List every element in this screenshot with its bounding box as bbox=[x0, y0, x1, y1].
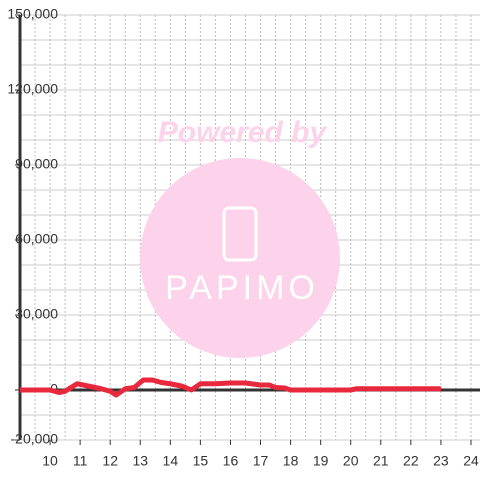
y-tick-label: 120,000 bbox=[7, 81, 58, 97]
x-tick-label: 22 bbox=[403, 453, 419, 469]
y-tick-label: 150,000 bbox=[7, 6, 58, 22]
x-tick-label: 13 bbox=[132, 453, 148, 469]
watermark-text: Powered by bbox=[158, 116, 328, 149]
data-line bbox=[20, 377, 441, 398]
x-tick-label: 19 bbox=[313, 453, 329, 469]
y-tick-label: -20,000 bbox=[11, 431, 59, 447]
x-tick-label: 23 bbox=[433, 453, 449, 469]
x-tick-label: 11 bbox=[73, 453, 88, 469]
y-tick-label: 60,000 bbox=[15, 231, 58, 247]
x-tick-label: 15 bbox=[193, 453, 209, 469]
y-tick-label: 90,000 bbox=[15, 156, 58, 172]
watermark-circle bbox=[140, 158, 340, 358]
x-tick-label: 16 bbox=[223, 453, 239, 469]
x-tick-label: 17 bbox=[253, 453, 269, 469]
y-tick-label: 30,000 bbox=[15, 306, 58, 322]
x-tick-label: 12 bbox=[102, 453, 118, 469]
watermark-logo: PAPIMO bbox=[165, 269, 319, 307]
x-tick-label: 21 bbox=[373, 453, 389, 469]
x-tick-label: 10 bbox=[42, 453, 58, 469]
x-tick-label: 18 bbox=[283, 453, 299, 469]
x-tick-label: 20 bbox=[343, 453, 359, 469]
watermark-icon bbox=[222, 206, 258, 262]
x-tick-label: 24 bbox=[463, 453, 479, 469]
watermark: Powered by PAPIMO bbox=[140, 116, 340, 358]
x-tick-label: 14 bbox=[163, 453, 179, 469]
